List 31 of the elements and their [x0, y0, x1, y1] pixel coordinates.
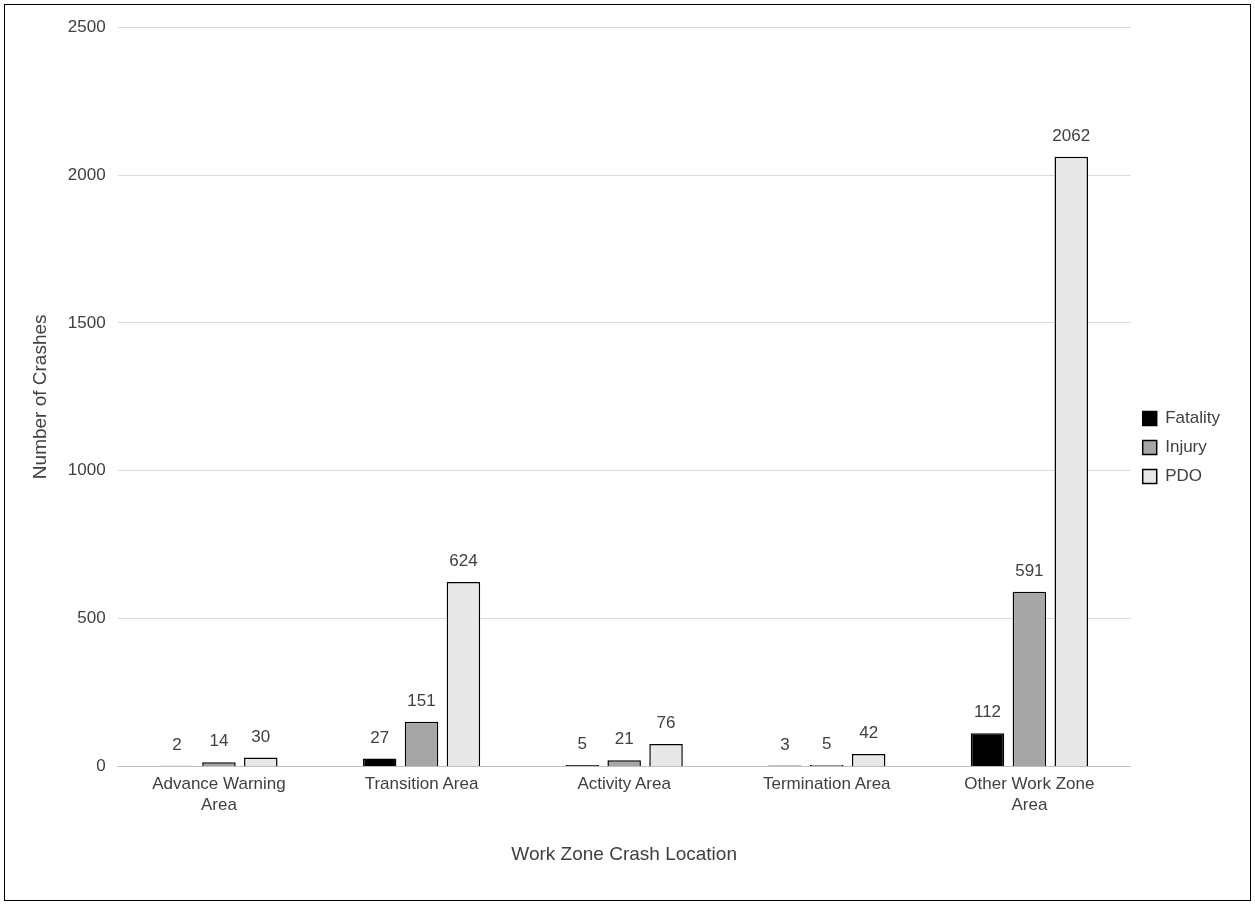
- data-label: 2062: [1052, 125, 1091, 145]
- data-label: 2: [172, 735, 182, 754]
- y-tick-label: 0: [96, 756, 106, 776]
- data-label: 5: [577, 734, 588, 754]
- y-tick-label: 2500: [67, 16, 106, 36]
- data-label: 624: [449, 551, 478, 571]
- data-label: 151: [407, 690, 436, 710]
- data-label: 591: [1015, 560, 1044, 580]
- y-tick-label: 500: [77, 608, 106, 628]
- y-tick-label: 2000: [67, 164, 106, 184]
- x-tick-label: Advance Warning Area: [152, 774, 286, 814]
- data-label: 42: [859, 723, 879, 743]
- y-tick-label: 1000: [67, 460, 106, 480]
- x-tick-label: Activity Area: [577, 774, 672, 794]
- data-label: 21: [614, 729, 634, 749]
- y-tick-label: 1500: [67, 312, 106, 332]
- data-label: 3: [780, 734, 790, 754]
- y-axis-title: Number of Crashes: [28, 314, 50, 480]
- x-tick-label: Other Work Zone Area: [964, 774, 1095, 814]
- data-label: 27: [370, 727, 390, 747]
- x-tick-label: Termination Area: [762, 774, 892, 794]
- data-label: 112: [973, 702, 1002, 722]
- x-axis-title: Work Zone Crash Location: [511, 842, 737, 864]
- legend-label: PDO: [1165, 466, 1203, 486]
- data-label: 14: [209, 731, 229, 751]
- legend-label: Fatality: [1165, 408, 1221, 428]
- data-label: 76: [656, 713, 676, 733]
- data-label: 5: [822, 734, 832, 754]
- data-label: 30: [251, 726, 271, 746]
- x-tick-label: Transition Area: [364, 774, 479, 794]
- legend-label: Injury: [1165, 437, 1208, 457]
